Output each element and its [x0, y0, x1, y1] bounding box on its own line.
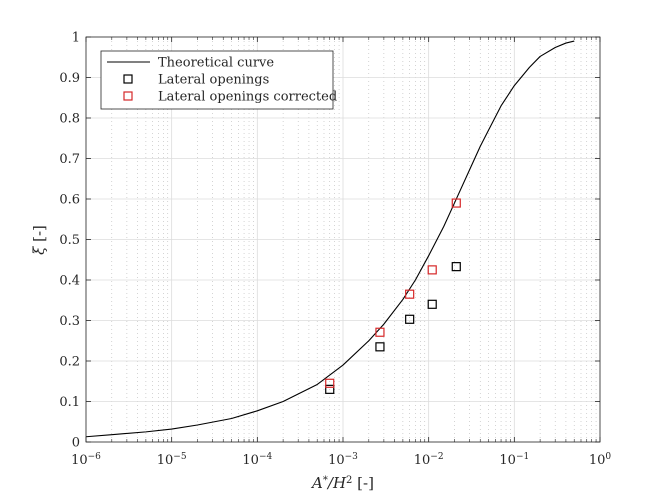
x-tick-label-exponent: −5 [173, 452, 187, 462]
legend: Theoretical curve Lateral openings Later… [100, 50, 337, 110]
y-tick-label: 0.8 [59, 112, 80, 127]
y-tick-labels: 0 0.1 0.2 0.3 0.4 0.5 0.6 0.7 0.8 0.9 1 [59, 31, 80, 451]
x-tick-label-exponent: −3 [345, 452, 359, 462]
lateral-openings-marker [427, 299, 437, 309]
y-tick-label: 1 [72, 31, 80, 46]
x-tick-label: 10−3 [328, 452, 358, 468]
x-axis-title-star: * [323, 475, 328, 486]
y-tick-label: 0.3 [59, 314, 80, 329]
legend-marker-red [123, 91, 133, 101]
legend-label-corrected: Lateral openings corrected [158, 90, 337, 105]
lateral-openings-marker [325, 384, 335, 394]
y-tick-label: 0.9 [59, 71, 80, 86]
legend-label-lateral: Lateral openings [158, 73, 269, 88]
y-axis-title-symbol: ξ [30, 246, 48, 255]
x-tick-label-base: 10 [242, 453, 259, 468]
lateral-openings-corrected-marker [325, 378, 335, 388]
y-tick-label: 0 [72, 436, 80, 451]
x-tick-label: 10−2 [414, 452, 444, 468]
x-tick-label-exponent: −1 [516, 452, 529, 462]
series-layer [85, 40, 575, 438]
x-tick-label-exponent: −6 [88, 452, 102, 462]
y-tick-label: 0.2 [59, 355, 80, 370]
legend-box [100, 50, 334, 110]
lateral-openings-corrected-marker [375, 327, 385, 337]
legend-marker-black [123, 74, 133, 84]
x-tick-label-exponent: −2 [430, 452, 443, 462]
x-tick-labels: 10−6 10−5 10−4 10−3 10−2 10−1 100 [71, 452, 611, 468]
x-axis-title-a: A [310, 474, 323, 492]
y-axis-title: ξ [-] [30, 225, 48, 255]
legend-label-theoretical: Theoretical curve [158, 56, 274, 71]
x-tick-label-base: 10 [157, 453, 174, 468]
x-tick-label: 10−6 [71, 452, 101, 468]
x-tick-label-base: 10 [328, 453, 345, 468]
y-tick-label: 0.4 [59, 274, 80, 289]
x-tick-label-base: 10 [499, 453, 516, 468]
lateral-openings-corrected-marker [405, 289, 415, 299]
x-tick-label-base: 10 [589, 453, 606, 468]
x-axis-title-h: /H [326, 474, 347, 492]
lateral-openings-corrected-marker [427, 265, 437, 275]
y-tick-label: 0.6 [59, 193, 80, 208]
y-axis-title-unit: [-] [30, 225, 48, 247]
lateral-openings-corrected-marker [451, 198, 461, 208]
x-axis-title: A*/H2 [-] [310, 474, 374, 492]
lateral-openings-marker [405, 314, 415, 324]
y-tick-label: 0.1 [59, 395, 80, 410]
x-axis-title-unit: [-] [352, 474, 374, 492]
x-tick-label: 10−5 [157, 452, 187, 468]
x-tick-label: 100 [589, 452, 612, 468]
y-tick-label: 0.7 [59, 152, 80, 167]
lateral-openings-marker [451, 262, 461, 272]
lateral-openings-marker [375, 342, 385, 352]
x-tick-label-base: 10 [414, 453, 431, 468]
x-tick-label-exponent: 0 [605, 452, 611, 462]
x-tick-label-exponent: −4 [259, 452, 273, 462]
tick-marks [85, 36, 601, 443]
x-tick-label: 10−4 [242, 452, 272, 468]
x-tick-label-base: 10 [71, 453, 88, 468]
x-axis-title-exp: 2 [346, 475, 352, 486]
theoretical-curve [85, 40, 575, 438]
x-tick-label: 10−1 [499, 452, 529, 468]
y-tick-label: 0.5 [59, 233, 80, 248]
